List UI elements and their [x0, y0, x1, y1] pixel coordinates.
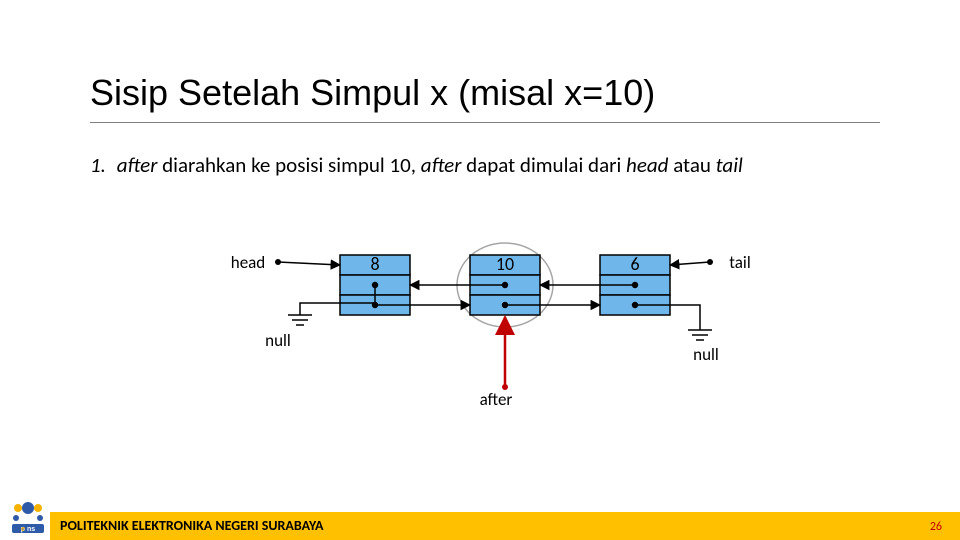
svg-text:e: e [21, 526, 25, 533]
svg-text:8: 8 [370, 253, 379, 275]
svg-text:null: null [265, 330, 291, 351]
svg-text:tail: tail [729, 252, 750, 273]
svg-text:null: null [693, 344, 719, 365]
footer-org: POLITEKNIK ELEKTRONIKA NEGERI SURABAYA [60, 517, 324, 534]
svg-text:6: 6 [630, 253, 639, 275]
page-number: 26 [930, 520, 942, 534]
svg-text:head: head [231, 252, 265, 273]
linked-list-diagram: 8 10 6 head tail null null after [0, 0, 960, 540]
svg-text:10: 10 [496, 253, 514, 275]
svg-text:after: after [480, 389, 513, 410]
pens-logo-icon: p ns e [6, 494, 50, 538]
